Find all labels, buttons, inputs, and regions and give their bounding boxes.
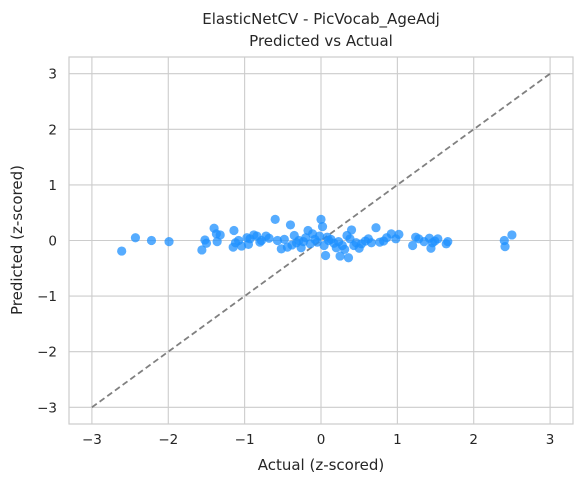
data-point bbox=[117, 246, 127, 256]
data-point bbox=[285, 220, 296, 230]
y-tick-label: 1 bbox=[48, 178, 57, 194]
data-point bbox=[201, 238, 212, 248]
data-point bbox=[433, 234, 443, 244]
x-tick-label: 1 bbox=[393, 432, 402, 448]
data-point bbox=[408, 240, 418, 251]
y-tick-label: −1 bbox=[37, 289, 57, 305]
data-point bbox=[320, 250, 331, 261]
x-tick-label: 3 bbox=[546, 432, 555, 448]
data-point bbox=[394, 229, 404, 239]
chart-title: ElasticNetCV - PicVocab_AgeAdj bbox=[202, 10, 440, 29]
x-axis-label: Actual (z-scored) bbox=[258, 456, 385, 474]
data-point bbox=[197, 245, 207, 255]
data-points bbox=[117, 214, 517, 263]
plot-frame bbox=[68, 56, 574, 425]
y-axis-label: Predicted (z-scored) bbox=[8, 165, 26, 315]
data-point bbox=[264, 233, 274, 243]
x-tick-labels: −3 −2 −1 0 1 2 3 bbox=[82, 432, 554, 448]
data-point bbox=[371, 223, 381, 233]
data-point bbox=[314, 231, 325, 241]
data-point bbox=[229, 225, 239, 236]
data-point bbox=[164, 237, 174, 247]
data-point bbox=[500, 242, 510, 252]
data-point bbox=[279, 234, 289, 244]
x-tick-label: −2 bbox=[158, 432, 178, 448]
data-point bbox=[346, 225, 357, 235]
data-point bbox=[507, 230, 517, 240]
data-point bbox=[316, 214, 326, 224]
data-point bbox=[146, 235, 157, 246]
x-tick-label: −1 bbox=[235, 432, 255, 448]
y-tick-label: −2 bbox=[37, 345, 57, 361]
data-point bbox=[236, 241, 247, 251]
data-point bbox=[272, 235, 283, 246]
data-point bbox=[130, 233, 141, 243]
y-tick-label: −3 bbox=[37, 400, 57, 416]
data-point bbox=[340, 244, 350, 254]
x-tick-label: 2 bbox=[469, 432, 478, 448]
y-tick-label: 2 bbox=[48, 122, 57, 138]
y-tick-labels: −3 −2 −1 0 1 2 3 bbox=[37, 67, 57, 417]
data-point bbox=[317, 221, 328, 232]
x-tick-label: −3 bbox=[82, 432, 102, 448]
chart-subtitle: Predicted vs Actual bbox=[249, 32, 393, 50]
data-point bbox=[335, 251, 345, 261]
x-tick-label: 0 bbox=[317, 432, 326, 448]
data-point bbox=[443, 237, 453, 247]
y-tick-label: 3 bbox=[48, 67, 57, 83]
data-point bbox=[343, 253, 354, 263]
data-point bbox=[270, 214, 280, 224]
data-point bbox=[215, 230, 225, 240]
y-tick-label: 0 bbox=[48, 234, 57, 250]
data-point bbox=[366, 238, 376, 248]
